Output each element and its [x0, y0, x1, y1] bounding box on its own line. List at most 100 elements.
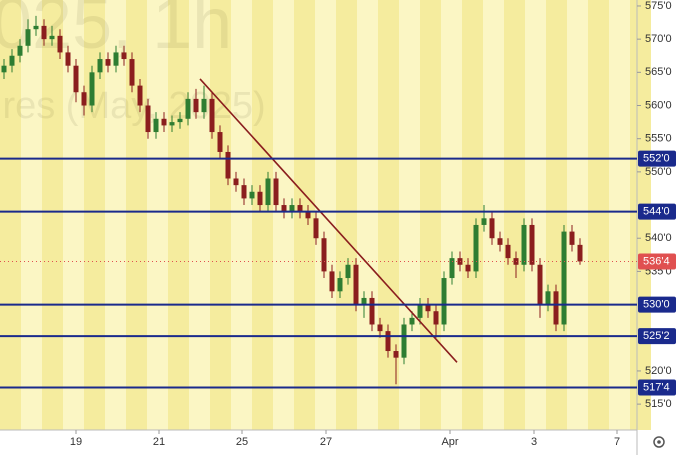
candle-body	[49, 35, 55, 40]
y-tick-label: 555'0	[645, 133, 672, 145]
candle-body	[113, 52, 119, 66]
candle-body	[449, 258, 455, 279]
y-tick-label: 565'0	[645, 66, 672, 78]
session-bands	[0, 0, 651, 430]
candle-body	[409, 317, 415, 325]
level-label: 525'2	[643, 330, 670, 342]
candle-body	[81, 92, 87, 106]
candle-body	[561, 231, 567, 325]
candle-body	[497, 238, 503, 245]
session-band	[378, 0, 399, 430]
candle-body	[1, 65, 7, 73]
candle-body	[473, 224, 479, 272]
candle-body	[209, 98, 215, 133]
candle-body	[153, 118, 159, 133]
y-tick-label: 520'0	[645, 365, 672, 377]
candle-body	[425, 304, 431, 312]
session-band	[210, 0, 231, 430]
session-band	[168, 0, 189, 430]
level-label: 552'0	[643, 153, 670, 165]
candle-body	[121, 52, 127, 60]
candle-body	[361, 297, 367, 305]
candle-body	[265, 178, 271, 206]
plot-area	[1, 15, 583, 385]
session-band	[588, 0, 609, 430]
x-tick-label: 21	[153, 436, 165, 448]
candle-body	[441, 278, 447, 325]
level-label: 517'4	[643, 381, 670, 393]
candle-body	[161, 118, 167, 126]
candle-body	[249, 191, 255, 199]
candle-body	[521, 224, 527, 265]
candle-body	[65, 52, 71, 66]
session-band	[0, 0, 21, 430]
level-label-box	[638, 203, 676, 220]
candle-body	[137, 85, 143, 106]
y-tick-label: 570'0	[645, 33, 672, 45]
candle-body	[73, 65, 79, 93]
candle-body	[297, 205, 303, 212]
candle-body	[305, 211, 311, 219]
candle-body	[89, 72, 95, 106]
y-tick-label: 515'0	[645, 398, 672, 410]
x-tick-label: 25	[236, 436, 248, 448]
session-band	[420, 0, 441, 430]
candle-body	[505, 244, 511, 259]
candle-body	[313, 218, 319, 239]
level-label: 544'0	[643, 206, 670, 218]
candle-body	[225, 151, 231, 179]
candle-body	[553, 291, 559, 325]
session-band	[252, 0, 273, 430]
candle-body	[465, 264, 471, 272]
settings-gear[interactable]	[653, 436, 665, 448]
candle-body	[105, 59, 111, 66]
candle-body	[9, 55, 15, 66]
session-band	[126, 0, 147, 430]
x-tick-label: 27	[320, 436, 332, 448]
candle-body	[129, 59, 135, 86]
candle-body	[281, 205, 287, 212]
candle-body	[385, 331, 391, 352]
level-label-box	[638, 328, 676, 345]
candle-body	[393, 351, 399, 358]
candle-body	[329, 271, 335, 292]
settings-icon[interactable]	[653, 436, 665, 448]
session-band	[504, 0, 525, 430]
candle-body	[401, 324, 407, 358]
candle-body	[369, 297, 375, 325]
trend-line	[199, 78, 458, 363]
candle-body	[537, 264, 543, 305]
candle-body	[185, 98, 191, 119]
settings-hub[interactable]	[657, 440, 661, 444]
candle-body	[169, 122, 175, 126]
level-label-box	[638, 150, 676, 167]
session-band	[336, 0, 357, 430]
candle-body	[569, 231, 575, 245]
y-tick-label: 540'0	[645, 232, 672, 244]
candle-body	[97, 59, 103, 73]
candle-body	[217, 132, 223, 152]
candle-body	[377, 324, 383, 332]
level-label: 530'0	[643, 298, 670, 310]
y-tick-label: 575'0	[645, 0, 672, 12]
watermark: ires (May, 2025)	[0, 85, 266, 127]
current-price-label: 536'4	[643, 255, 670, 267]
current-price-box	[638, 253, 676, 270]
session-band	[462, 0, 483, 430]
candle-body	[25, 29, 31, 46]
y-tick-label: 550'0	[645, 166, 672, 178]
level-label-box	[638, 296, 676, 313]
candle-body	[57, 35, 63, 53]
candle-body	[273, 178, 279, 206]
candle-body	[145, 105, 151, 133]
candle-body	[193, 98, 199, 113]
candle-body	[337, 278, 343, 292]
candle-body	[41, 25, 47, 40]
candle-body	[201, 98, 207, 113]
x-tick-label: 3	[531, 436, 537, 448]
session-band	[84, 0, 105, 430]
candle-body	[417, 304, 423, 318]
x-tick-label: 7	[614, 436, 620, 448]
